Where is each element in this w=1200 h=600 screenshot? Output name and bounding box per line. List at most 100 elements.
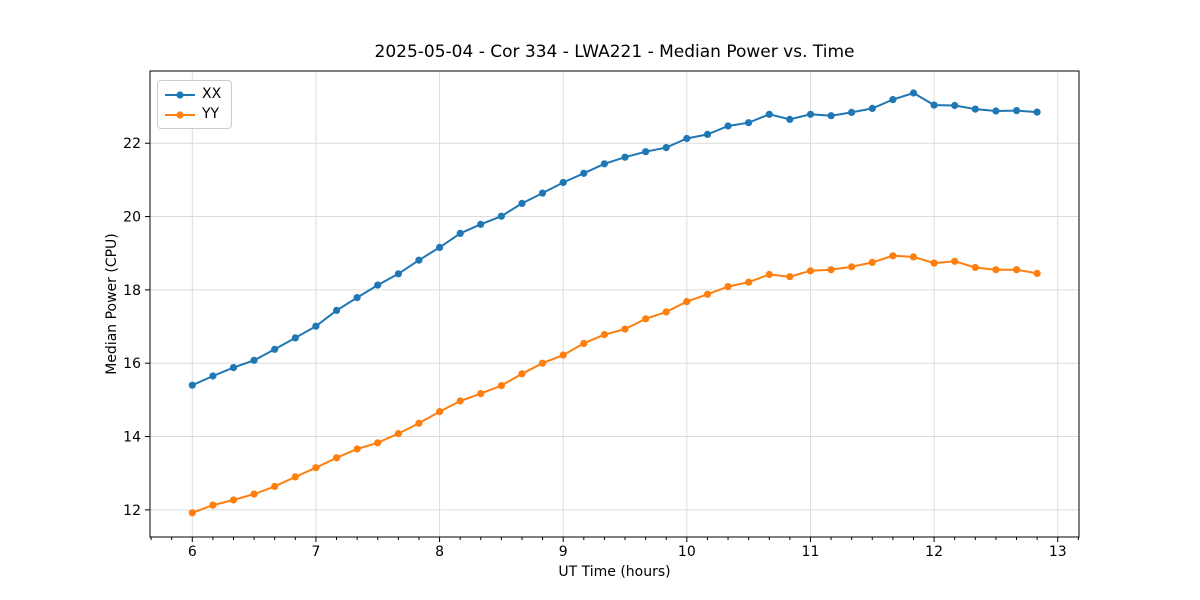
data-point <box>271 482 279 490</box>
data-point <box>889 96 897 104</box>
data-point <box>333 306 341 314</box>
data-point <box>456 229 464 237</box>
data-point <box>394 430 402 438</box>
data-point <box>1033 269 1041 277</box>
data-point <box>909 253 918 261</box>
data-point <box>394 270 402 278</box>
data-point <box>642 315 650 323</box>
data-point <box>662 308 670 316</box>
data-point <box>786 115 794 123</box>
y-tick-label: 22 <box>123 136 141 152</box>
data-point <box>250 356 258 364</box>
series-xx <box>188 89 1041 389</box>
legend-item-yy: YY <box>165 105 221 124</box>
data-point <box>868 104 876 112</box>
data-point <box>745 278 753 286</box>
data-point <box>209 372 217 380</box>
data-point <box>250 490 258 498</box>
data-point <box>765 110 773 118</box>
data-point <box>806 110 815 118</box>
data-point <box>621 325 629 333</box>
data-point <box>415 256 423 264</box>
x-tick-label: 10 <box>678 544 696 560</box>
data-point <box>703 290 712 298</box>
data-point <box>477 390 485 398</box>
data-point <box>538 189 547 197</box>
data-point <box>271 345 279 353</box>
data-point <box>559 178 567 187</box>
y-tick-label: 20 <box>123 210 141 226</box>
data-point <box>765 270 773 279</box>
data-point <box>229 496 238 504</box>
data-point <box>703 130 712 138</box>
data-point <box>312 322 320 330</box>
x-tick-label: 7 <box>311 544 320 560</box>
data-point <box>518 199 526 207</box>
data-point <box>1013 266 1021 274</box>
x-tick-label: 13 <box>1049 544 1067 560</box>
data-point <box>353 294 361 302</box>
legend-label-xx: XX <box>202 86 222 102</box>
data-point <box>456 397 464 405</box>
x-tick-label: 9 <box>559 544 568 560</box>
data-point <box>683 298 691 306</box>
data-point <box>848 108 856 116</box>
x-tick-label: 6 <box>188 544 197 560</box>
tick-labels: 6 7 8 9 10 11 12 13 12 14 16 18 20 22 <box>123 136 1066 560</box>
data-point <box>600 331 609 339</box>
data-point <box>291 473 299 481</box>
y-tick-label: 12 <box>123 503 141 519</box>
data-point <box>1033 108 1041 116</box>
y-tick-label: 14 <box>123 430 141 446</box>
data-point <box>868 258 876 266</box>
data-point <box>188 509 196 517</box>
data-point <box>333 454 341 462</box>
series-yy <box>188 252 1041 517</box>
plot-spines <box>149 70 1080 538</box>
y-tick-label: 16 <box>123 356 141 372</box>
data-point <box>436 408 444 416</box>
data-point <box>436 243 444 251</box>
legend-marker-yy <box>165 110 195 119</box>
data-point <box>353 445 361 453</box>
data-point <box>291 334 299 342</box>
data-point <box>951 257 959 265</box>
data-point <box>497 382 505 390</box>
data-point <box>786 273 794 281</box>
data-point <box>971 105 979 113</box>
data-point <box>374 439 382 447</box>
grid-lines <box>150 71 1079 537</box>
data-point <box>580 169 588 177</box>
data-point <box>930 101 938 109</box>
data-point <box>930 259 938 267</box>
data-point <box>848 263 856 271</box>
data-point <box>889 252 897 260</box>
data-point <box>909 89 918 97</box>
data-point <box>683 134 691 143</box>
legend: XX YY <box>157 80 233 129</box>
legend-item-xx: XX <box>165 85 221 104</box>
data-point <box>374 281 382 289</box>
data-point <box>600 160 609 168</box>
x-tick-label: 11 <box>802 544 820 560</box>
chart-title: 2025-05-04 - Cor 334 - LWA221 - Median P… <box>374 42 855 62</box>
data-point <box>992 107 1000 115</box>
data-point <box>229 364 238 372</box>
y-tick-label: 18 <box>123 283 141 299</box>
legend-label-yy: YY <box>202 106 220 122</box>
data-point <box>538 359 547 367</box>
data-point <box>477 220 485 228</box>
data-point <box>951 101 959 110</box>
data-point <box>827 266 835 274</box>
x-axis-label: UT Time (hours) <box>558 564 671 580</box>
data-point <box>580 339 588 347</box>
data-point <box>724 283 732 291</box>
data-point <box>971 263 979 272</box>
data-point <box>209 501 217 509</box>
data-point <box>745 119 753 127</box>
series-line-yy <box>191 254 1038 514</box>
data-point <box>827 112 835 120</box>
data-point <box>415 419 423 427</box>
